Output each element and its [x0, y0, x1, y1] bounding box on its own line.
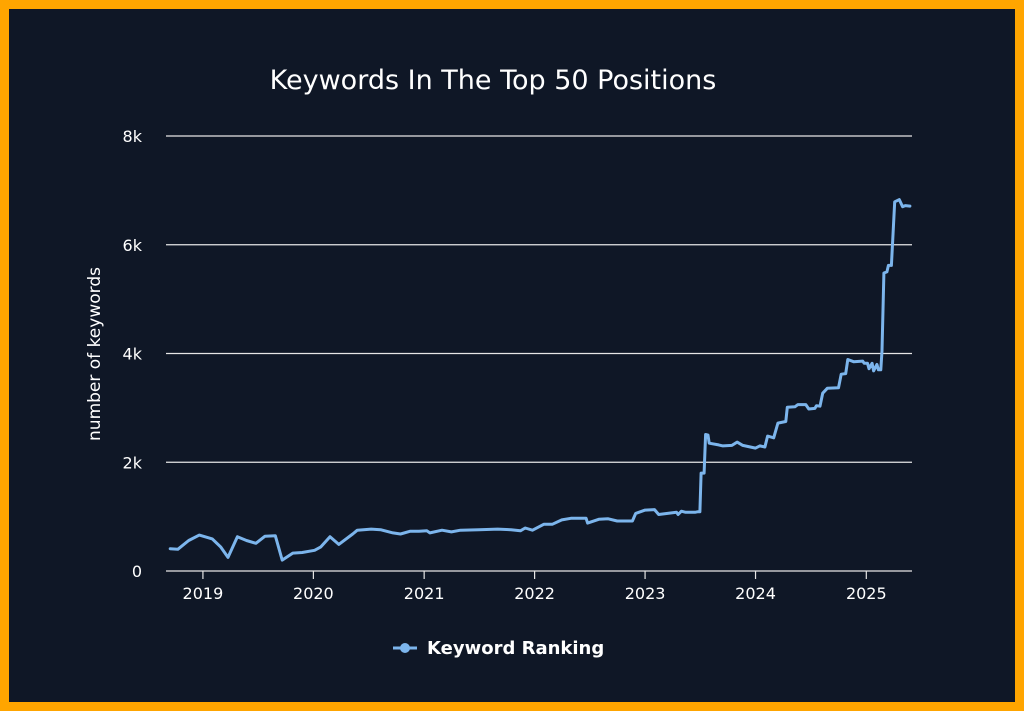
y-tick-label: 0: [132, 562, 142, 581]
series-layer: [168, 198, 912, 562]
x-tick-label: 2021: [404, 584, 445, 603]
y-axis-ticks: 0 2k 4k 6k 8k: [123, 127, 143, 581]
y-axis-label: number of keywords: [85, 267, 105, 441]
x-tick-label: 2022: [514, 584, 555, 603]
x-tick-label: 2019: [183, 584, 224, 603]
x-tick-label: 2025: [846, 584, 887, 603]
x-tick-label: 2024: [735, 584, 776, 603]
x-axis: 2019 2020 2021 2022 2023 2024 2025: [166, 570, 912, 603]
chart-frame: [9, 9, 1015, 702]
y-tick-label: 4k: [123, 345, 143, 364]
y-tick-label: 8k: [123, 127, 143, 146]
legend-label[interactable]: Keyword Ranking: [427, 638, 604, 659]
series-line-keyword-ranking[interactable]: [168, 198, 912, 562]
y-tick-label: 6k: [123, 236, 143, 255]
legend-dot-marker: [400, 643, 410, 653]
grid-lines: [166, 135, 912, 463]
x-tick-label: 2020: [293, 584, 334, 603]
legend[interactable]: Keyword Ranking: [393, 638, 604, 659]
y-tick-label: 2k: [123, 453, 143, 472]
x-tick-label: 2023: [625, 584, 666, 603]
chart-title: Keywords In The Top 50 Positions: [270, 65, 717, 96]
